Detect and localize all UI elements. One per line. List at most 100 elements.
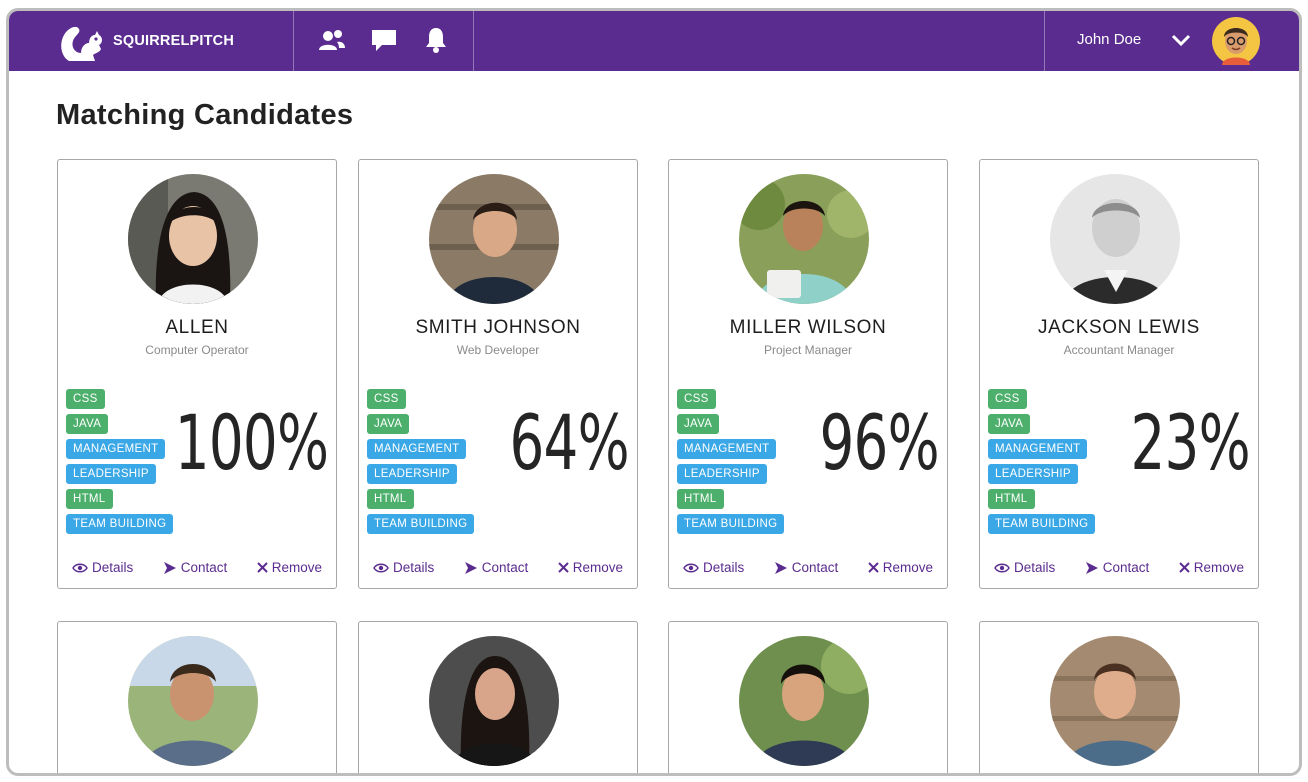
chevron-down-icon[interactable] xyxy=(1171,33,1191,47)
skill-tag: HTML xyxy=(367,489,414,509)
skill-tag: HTML xyxy=(677,489,724,509)
skill-tags: CSS JAVA MANAGEMENT LEADERSHIP HTML TEAM… xyxy=(367,389,475,534)
skill-tag: CSS xyxy=(367,389,406,409)
remove-label: Remove xyxy=(1193,560,1244,575)
skill-tag: MANAGEMENT xyxy=(66,439,166,459)
candidate-card: SMITH JOHNSON Web Developer CSS JAVA MAN… xyxy=(358,159,638,589)
contact-button[interactable]: Contact xyxy=(1085,560,1150,575)
skill-tag: LEADERSHIP xyxy=(367,464,457,484)
remove-button[interactable]: Remove xyxy=(867,560,933,575)
match-percentage: 64% xyxy=(509,398,630,487)
skill-tag: HTML xyxy=(988,489,1035,509)
user-name[interactable]: John Doe xyxy=(1077,31,1142,48)
skill-tag: TEAM BUILDING xyxy=(677,514,785,534)
send-icon xyxy=(774,561,787,574)
eye-icon xyxy=(373,563,389,572)
details-button[interactable]: Details xyxy=(994,560,1055,575)
eye-icon xyxy=(994,563,1010,572)
users-icon[interactable] xyxy=(317,23,347,57)
contact-button[interactable]: Contact xyxy=(774,560,839,575)
card-actions: Details Contact Remove xyxy=(72,560,322,575)
skill-tag: JAVA xyxy=(66,414,109,434)
skill-tag: LEADERSHIP xyxy=(66,464,156,484)
candidate-photo xyxy=(1050,636,1180,766)
contact-label: Contact xyxy=(1102,560,1150,575)
page-title: Matching Candidates xyxy=(56,99,354,131)
skill-tag: LEADERSHIP xyxy=(988,464,1078,484)
divider xyxy=(473,11,474,71)
skill-tags: CSS JAVA MANAGEMENT LEADERSHIP HTML TEAM… xyxy=(988,389,1096,534)
contact-button[interactable]: Contact xyxy=(464,560,529,575)
candidate-role: Computer Operator xyxy=(145,343,249,357)
skill-tag: JAVA xyxy=(988,414,1031,434)
bell-icon[interactable] xyxy=(421,23,451,57)
close-icon xyxy=(1178,562,1190,573)
remove-button[interactable]: Remove xyxy=(256,560,322,575)
close-icon xyxy=(867,562,879,573)
candidate-name: JACKSON LEWIS xyxy=(1038,317,1200,338)
card-actions: Details Contact Remove xyxy=(373,560,623,575)
contact-button[interactable]: Contact xyxy=(163,560,228,575)
skill-tags: CSS JAVA MANAGEMENT LEADERSHIP HTML TEAM… xyxy=(677,389,785,534)
candidate-name: SMITH JOHNSON xyxy=(415,317,581,338)
remove-label: Remove xyxy=(572,560,623,575)
skill-tag: MANAGEMENT xyxy=(367,439,467,459)
details-label: Details xyxy=(393,560,435,575)
skill-tag: JAVA xyxy=(367,414,410,434)
remove-label: Remove xyxy=(271,560,322,575)
squirrel-icon xyxy=(61,26,102,61)
brand-name: SQUIRRELPITCH xyxy=(113,33,235,49)
skill-tag: CSS xyxy=(988,389,1027,409)
eye-icon xyxy=(683,563,699,572)
contact-label: Contact xyxy=(791,560,839,575)
skill-tag: TEAM BUILDING xyxy=(988,514,1096,534)
candidate-card: JACKSON LEWIS Accountant Manager CSS JAV… xyxy=(979,159,1259,589)
eye-icon xyxy=(72,563,88,572)
chat-icon[interactable] xyxy=(369,23,399,57)
skill-tag: CSS xyxy=(66,389,105,409)
contact-label: Contact xyxy=(481,560,529,575)
candidate-card: MILLER WILSON Project Manager CSS JAVA M… xyxy=(668,159,948,589)
candidate-name: ALLEN xyxy=(165,317,229,338)
details-button[interactable]: Details xyxy=(72,560,133,575)
user-avatar[interactable] xyxy=(1212,17,1260,65)
details-button[interactable]: Details xyxy=(683,560,744,575)
match-percentage: 23% xyxy=(1130,398,1251,487)
candidate-role: Web Developer xyxy=(456,343,540,357)
close-icon xyxy=(256,562,268,573)
divider xyxy=(293,11,294,71)
candidate-card: ALLEN Computer Operator CSS JAVA MANAGEM… xyxy=(57,159,337,589)
close-icon xyxy=(557,562,569,573)
contact-label: Contact xyxy=(180,560,228,575)
remove-label: Remove xyxy=(882,560,933,575)
remove-button[interactable]: Remove xyxy=(1178,560,1244,575)
candidate-photo xyxy=(739,174,869,304)
brand-logo[interactable]: SQUIRRELPITCH xyxy=(55,15,234,67)
skill-tag: LEADERSHIP xyxy=(677,464,767,484)
send-icon xyxy=(1085,561,1098,574)
card-actions: Details Contact Remove xyxy=(683,560,933,575)
candidate-card xyxy=(979,621,1259,773)
remove-button[interactable]: Remove xyxy=(557,560,623,575)
app-window: SQUIRRELPITCH xyxy=(6,8,1302,776)
candidate-card xyxy=(358,621,638,773)
skill-tag: CSS xyxy=(677,389,716,409)
candidate-card xyxy=(668,621,948,773)
candidate-role: Accountant Manager xyxy=(1063,343,1175,357)
candidate-photo xyxy=(1050,174,1180,304)
details-label: Details xyxy=(703,560,745,575)
nav-icon-group xyxy=(317,23,451,57)
skill-tag: MANAGEMENT xyxy=(988,439,1088,459)
send-icon xyxy=(163,561,176,574)
candidate-photo xyxy=(128,174,258,304)
divider xyxy=(1044,11,1045,71)
top-navigation-bar: SQUIRRELPITCH xyxy=(9,11,1299,71)
details-button[interactable]: Details xyxy=(373,560,434,575)
candidate-photo xyxy=(128,636,258,766)
skill-tags: CSS JAVA MANAGEMENT LEADERSHIP HTML TEAM… xyxy=(66,389,174,534)
details-label: Details xyxy=(1014,560,1056,575)
skill-tag: JAVA xyxy=(677,414,720,434)
send-icon xyxy=(464,561,477,574)
candidate-name: MILLER WILSON xyxy=(729,317,887,338)
match-percentage: 100% xyxy=(174,398,328,487)
